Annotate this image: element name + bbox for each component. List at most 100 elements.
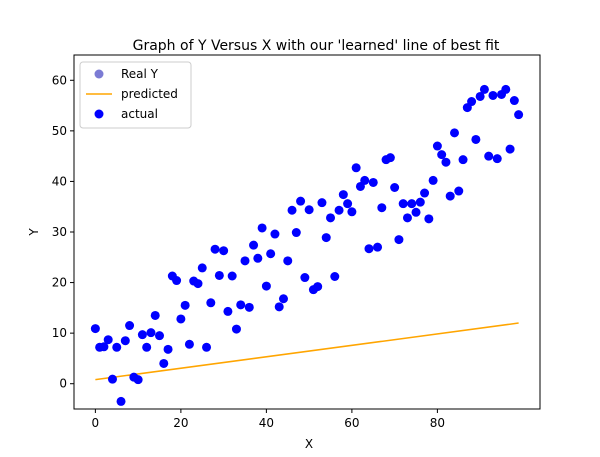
data-point xyxy=(428,175,438,185)
legend-box xyxy=(79,61,192,129)
data-point xyxy=(287,205,297,215)
x-axis: 0 20 40 60 80 xyxy=(92,409,445,430)
data-point xyxy=(227,271,237,281)
data-point xyxy=(304,205,314,215)
data-point xyxy=(133,375,143,385)
data-point xyxy=(214,270,224,280)
data-point xyxy=(253,253,263,263)
data-point xyxy=(338,190,348,200)
plot-area xyxy=(90,84,524,406)
data-point xyxy=(112,342,122,352)
data-point xyxy=(449,128,459,138)
data-point xyxy=(270,229,280,239)
data-point xyxy=(479,84,489,94)
data-point xyxy=(107,374,117,384)
x-tick-label: 20 xyxy=(173,416,188,430)
data-point xyxy=(163,344,173,354)
data-point xyxy=(360,175,370,185)
data-point xyxy=(334,205,344,215)
y-tick-label: 50 xyxy=(52,124,67,138)
data-point xyxy=(103,335,113,345)
data-point xyxy=(385,153,395,163)
data-point xyxy=(347,207,357,217)
data-point xyxy=(274,302,284,312)
data-point xyxy=(257,223,267,233)
y-tick-label: 30 xyxy=(52,225,67,239)
data-point xyxy=(278,294,288,304)
data-point xyxy=(261,281,271,291)
data-point xyxy=(432,141,442,151)
y-tick-label: 60 xyxy=(52,73,67,87)
data-point xyxy=(223,306,233,316)
data-point xyxy=(159,358,169,368)
data-point xyxy=(509,96,519,106)
data-point xyxy=(501,84,511,94)
data-point xyxy=(240,256,250,266)
legend-label: actual xyxy=(121,107,158,121)
data-point xyxy=(317,198,327,208)
data-point xyxy=(390,182,400,192)
x-tick-label: 40 xyxy=(259,416,274,430)
data-point xyxy=(116,396,126,406)
data-point xyxy=(99,342,109,352)
x-tick-label: 0 xyxy=(92,416,100,430)
y-tick-label: 10 xyxy=(52,326,67,340)
x-tick-label: 60 xyxy=(344,416,359,430)
data-point xyxy=(193,279,203,289)
data-point xyxy=(454,186,464,196)
data-point xyxy=(458,155,468,165)
data-point xyxy=(364,244,374,254)
data-point xyxy=(411,207,421,217)
data-point xyxy=(184,339,194,349)
data-point xyxy=(206,298,216,308)
data-point xyxy=(326,213,336,223)
data-point xyxy=(407,199,417,209)
data-point xyxy=(90,324,100,334)
data-point xyxy=(471,134,481,144)
data-point xyxy=(394,235,404,245)
predicted-line xyxy=(95,322,519,381)
data-point xyxy=(244,302,254,312)
data-point xyxy=(236,300,246,310)
legend-marker-swatch xyxy=(94,109,104,119)
legend-label: predicted xyxy=(121,87,178,101)
data-point xyxy=(373,242,383,252)
data-point xyxy=(467,97,477,107)
data-point xyxy=(155,331,165,341)
chart-title: Graph of Y Versus X with our 'learned' l… xyxy=(133,38,500,54)
data-point xyxy=(415,197,425,207)
data-point xyxy=(266,249,276,259)
data-point xyxy=(492,154,502,164)
data-point xyxy=(321,233,331,243)
data-point xyxy=(125,321,135,331)
data-point xyxy=(283,256,293,266)
y-axis-label: Y xyxy=(27,228,41,237)
data-point xyxy=(137,330,147,340)
data-point xyxy=(172,276,182,286)
data-point xyxy=(210,244,220,254)
data-point xyxy=(146,328,156,338)
data-point xyxy=(420,188,430,198)
data-point xyxy=(505,144,515,154)
data-point xyxy=(488,90,498,100)
x-axis-label: X xyxy=(305,437,313,451)
data-point xyxy=(402,213,412,223)
legend-marker-swatch xyxy=(94,69,104,79)
data-point xyxy=(398,199,408,209)
data-point xyxy=(231,324,241,334)
y-tick-label: 0 xyxy=(59,377,67,391)
data-point xyxy=(514,110,524,120)
data-point xyxy=(291,228,301,238)
y-axis: 0 10 20 30 40 50 60 xyxy=(52,73,74,391)
data-point xyxy=(300,273,310,283)
y-tick-label: 20 xyxy=(52,276,67,290)
legend-label: Real Y xyxy=(121,67,159,81)
y-tick-label: 40 xyxy=(52,174,67,188)
x-tick-label: 80 xyxy=(430,416,445,430)
data-point xyxy=(202,342,212,352)
data-point xyxy=(313,282,323,292)
legend: Real Y predicted actual xyxy=(79,61,192,129)
data-point xyxy=(377,203,387,213)
data-point xyxy=(219,246,229,256)
